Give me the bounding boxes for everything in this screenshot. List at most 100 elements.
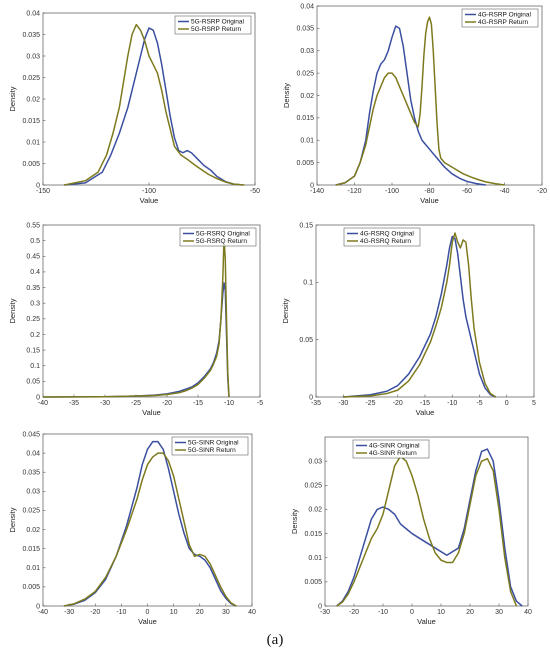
- y-tick-label: 0.025: [304, 483, 322, 490]
- y-tick-label: 0.04: [26, 10, 40, 17]
- density-panel: -30 -20 -10 0 10 20 30 40 0 0.005 0.01 0.015 0.02 0.0…: [290, 436, 532, 626]
- legend-label: 5G-RSRP Original: [191, 19, 245, 26]
- x-tick-label: -5: [257, 400, 263, 407]
- x-tick-label: -30: [100, 400, 110, 407]
- legend-box: [179, 227, 257, 247]
- x-tick-label: -20: [162, 400, 172, 407]
- y-tick-label: 0.04: [300, 3, 314, 10]
- series-line: [64, 27, 243, 186]
- legend-box: [171, 436, 249, 456]
- y-tick-label: 0.025: [22, 75, 40, 82]
- x-axis-label: Value: [142, 408, 161, 417]
- x-tick-label: 5: [532, 400, 536, 407]
- y-tick-label: 0.1: [303, 280, 313, 287]
- y-tick-label: 0.02: [26, 527, 40, 534]
- x-tick-label: 10: [437, 609, 445, 616]
- y-axis-label: Density: [282, 83, 291, 108]
- series-line: [63, 452, 237, 607]
- x-tick-label: 20: [196, 609, 204, 616]
- x-tick-label: -25: [131, 400, 141, 407]
- y-tick-label: 0.15: [299, 222, 313, 229]
- y-tick-label: 0.45: [26, 254, 40, 261]
- legend-label: 5G-RSRQ Return: [196, 238, 247, 245]
- x-tick-label: -40: [499, 188, 509, 195]
- x-tick-label: 0: [505, 400, 509, 407]
- x-tick-label: -35: [311, 400, 321, 407]
- x-tick-label: -30: [338, 400, 348, 407]
- x-tick-label: -60: [462, 188, 472, 195]
- y-tick-label: 0: [36, 182, 40, 189]
- y-tick-label: 0: [318, 603, 322, 610]
- x-tick-label: 0: [410, 609, 414, 616]
- x-tick-label: -50: [250, 188, 260, 195]
- y-tick-label: 0.005: [296, 160, 314, 167]
- legend-box: [343, 227, 421, 247]
- y-tick-label: 0.045: [22, 431, 40, 438]
- plot-frame: [315, 224, 535, 398]
- x-tick-label: -120: [347, 188, 361, 195]
- y-tick-label: 0.1: [30, 363, 40, 370]
- y-tick-label: 0.005: [22, 584, 40, 591]
- y-tick-label: 0.03: [26, 489, 40, 496]
- x-tick-label: -80: [424, 188, 434, 195]
- x-tick-label: 30: [495, 609, 503, 616]
- x-axis-label: Value: [417, 617, 436, 626]
- y-axis-label: Density: [290, 509, 299, 534]
- plot-frame: [316, 5, 543, 186]
- x-tick-label: 0: [146, 609, 150, 616]
- y-tick-label: 0.03: [308, 458, 322, 465]
- x-tick-label: 40: [248, 609, 256, 616]
- legend-label: 5G-RSRP Return: [191, 26, 241, 33]
- y-tick-label: 0.02: [26, 96, 40, 103]
- x-tick-label: -100: [142, 188, 156, 195]
- legend-label: 4G-SINR Return: [369, 450, 417, 457]
- x-tick-label: 40: [524, 609, 532, 616]
- x-tick-label: -20: [393, 400, 403, 407]
- series-line: [336, 448, 523, 607]
- y-axis-label: Density: [8, 298, 17, 323]
- y-axis-label: Density: [8, 86, 17, 111]
- x-tick-label: -10: [224, 400, 234, 407]
- x-axis-label: Value: [420, 196, 439, 205]
- x-axis-label: Value: [416, 408, 435, 417]
- y-tick-label: 0.03: [300, 48, 314, 55]
- y-tick-label: 0.035: [296, 26, 314, 33]
- y-tick-label: 0.025: [296, 70, 314, 77]
- y-tick-label: 0.3: [30, 300, 40, 307]
- y-tick-label: 0: [36, 394, 40, 401]
- x-tick-label: 20: [466, 609, 474, 616]
- series-line: [63, 440, 237, 607]
- y-tick-label: 0.04: [26, 450, 40, 457]
- legend-label: 4G-RSRP Original: [478, 12, 532, 19]
- x-tick-label: -15: [420, 400, 430, 407]
- legend-label: 5G-SINR Return: [188, 447, 236, 454]
- series-line: [42, 236, 230, 398]
- x-axis-label: Value: [140, 196, 159, 205]
- y-tick-label: 0.015: [22, 546, 40, 553]
- y-tick-label: 0.01: [26, 139, 40, 146]
- legend-label: 4G-RSRQ Original: [360, 231, 414, 238]
- x-tick-label: -30: [320, 609, 330, 616]
- y-tick-label: 0.4: [30, 269, 40, 276]
- legend-label: 4G-RSRQ Return: [360, 238, 411, 245]
- x-tick-label: -10: [447, 400, 457, 407]
- x-tick-label: -140: [310, 188, 324, 195]
- y-tick-label: 0.03: [26, 53, 40, 60]
- x-tick-label: -35: [69, 400, 79, 407]
- y-tick-label: 0.05: [299, 337, 313, 344]
- plot-frame: [324, 436, 529, 607]
- series-line: [335, 16, 505, 186]
- x-tick-label: -20: [537, 188, 547, 195]
- legend-label: 5G-RSRQ Original: [196, 231, 250, 238]
- y-tick-label: 0.025: [22, 508, 40, 515]
- y-tick-label: 0.02: [308, 507, 322, 514]
- plot-frame: [42, 224, 261, 398]
- figure-caption: (a): [266, 632, 284, 648]
- density-panel: -140 -120 -100 -80 -60 -40 -20 0 0.005 0.01 0.015 0…: [282, 3, 547, 205]
- plot-frame: [42, 12, 256, 186]
